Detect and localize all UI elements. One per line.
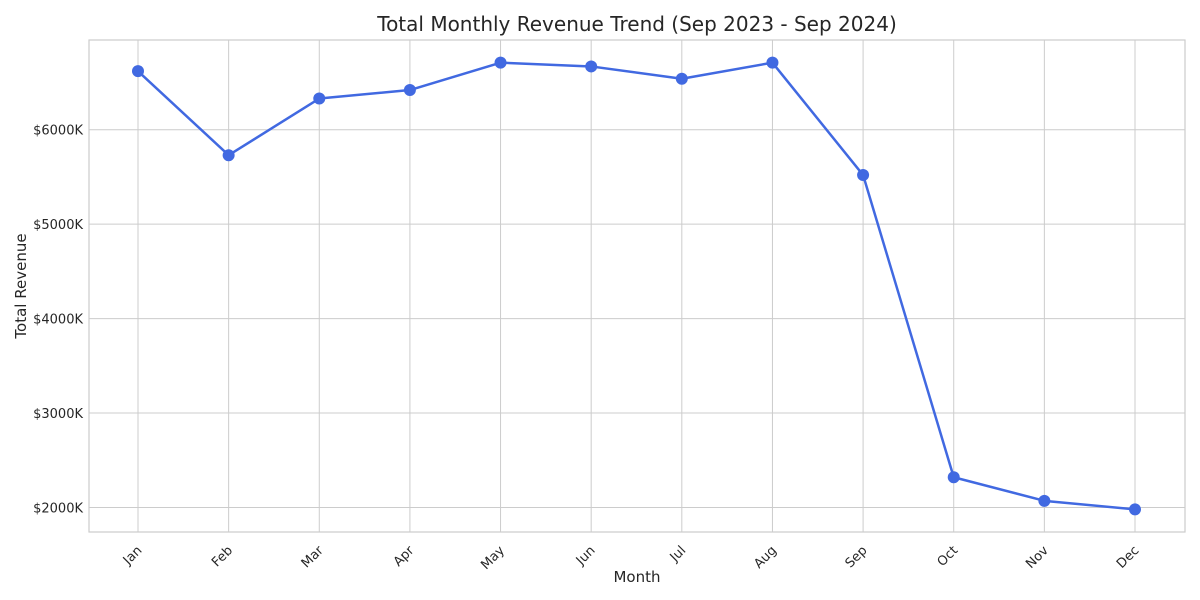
x-tick-label: Jul [667,543,689,565]
data-point [857,169,870,182]
x-tick-label: Dec [1114,543,1142,571]
x-axis-label: Month [613,568,660,586]
data-point [585,60,598,73]
data-point [222,149,235,162]
data-point [766,56,779,69]
data-point [494,56,507,69]
series-layer [132,56,1141,516]
x-tick-label: Jan [120,543,145,568]
y-tick-label: $2000K [33,501,83,516]
x-tick-label: Aug [751,543,780,572]
y-axis-ticks: $2000K $3000K $4000K $5000K $6000K [33,124,83,517]
x-tick-label: Apr [391,543,418,570]
chart-title: Total Monthly Revenue Trend (Sep 2023 - … [376,12,897,36]
x-tick-label: Feb [209,543,236,570]
x-tick-label: May [478,543,508,573]
data-point [132,65,144,78]
data-point [675,72,688,85]
y-tick-label: $6000K [33,124,83,139]
data-point [313,92,326,105]
x-tick-label: Sep [843,543,871,571]
data-point [1038,494,1051,507]
x-tick-label: Nov [1023,543,1052,572]
x-tick-label: Mar [299,543,327,571]
x-tick-label: Jun [573,543,599,569]
data-point [1129,503,1141,516]
data-point [403,84,416,97]
y-tick-label: $3000K [33,407,83,422]
grid-layer [89,40,1185,532]
x-tick-label: Oct [935,543,962,570]
plot-frame [88,39,1186,533]
data-point [947,471,960,484]
y-axis-label: Total Revenue [12,233,30,339]
y-tick-label: $5000K [33,218,83,233]
y-tick-label: $4000K [33,313,83,328]
series-line [137,61,1136,511]
